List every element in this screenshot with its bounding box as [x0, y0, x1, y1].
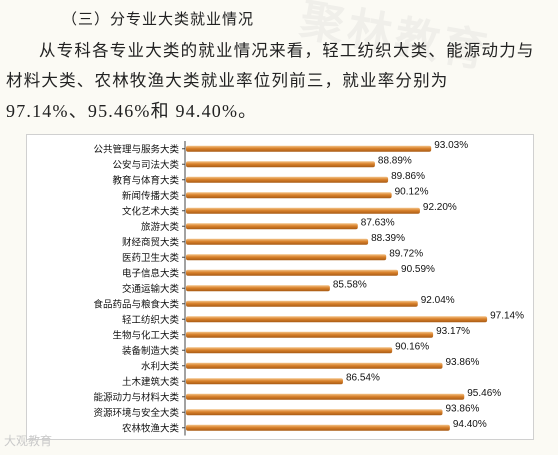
bar [186, 161, 375, 168]
bar [186, 269, 399, 276]
value-label: 87.63% [361, 217, 395, 228]
category-label: 能源动力与材料大类 [93, 391, 179, 403]
bar [186, 378, 343, 385]
category-label: 文化艺术大类 [122, 205, 180, 217]
value-label: 89.72% [389, 248, 423, 259]
bar [186, 362, 443, 369]
bar [186, 207, 420, 214]
value-label: 89.86% [391, 171, 425, 182]
value-label: 93.03% [434, 140, 468, 151]
bar [186, 254, 387, 261]
summary-numbers: 97.14%、95.46%和 94.40%。 [6, 101, 258, 121]
value-label: 97.14% [490, 310, 524, 321]
bar [186, 316, 488, 323]
category-label: 土木建筑大类 [122, 376, 180, 388]
value-label: 94.40% [453, 419, 487, 430]
value-label: 90.59% [401, 264, 435, 275]
bar [186, 424, 450, 431]
summary-paragraph: 从专科各专业大类的就业情况来看，轻工纺织大类、能源动力与材料大类、农林牧渔大类就… [6, 36, 550, 127]
category-label: 旅游大类 [141, 221, 180, 233]
category-label: 轻工纺织大类 [122, 314, 180, 326]
category-label: 农林牧渔大类 [122, 422, 180, 434]
value-label: 88.89% [378, 155, 412, 166]
value-label: 93.86% [445, 357, 479, 368]
category-label: 电子信息大类 [122, 267, 180, 279]
value-label: 90.12% [395, 186, 429, 197]
category-label: 医药卫生大类 [122, 252, 180, 264]
bar [186, 347, 393, 354]
bar [186, 300, 418, 307]
category-label: 公安与司法大类 [112, 159, 179, 171]
value-label: 93.17% [436, 326, 470, 337]
category-label: 公共管理与服务大类 [93, 143, 179, 155]
category-label: 资源环境与安全大类 [93, 407, 179, 419]
value-label: 90.16% [395, 341, 429, 352]
value-label: 86.54% [346, 372, 380, 383]
category-label: 装备制造大类 [122, 345, 180, 357]
bar [186, 176, 389, 183]
bar [186, 409, 443, 416]
bar [186, 145, 432, 152]
brand-logo: 大观教育 [4, 434, 53, 448]
section-heading: （三）分专业大类就业情况 [62, 10, 255, 28]
category-label: 财经商贸大类 [122, 236, 180, 248]
value-label: 88.39% [371, 233, 405, 244]
value-label: 93.86% [445, 403, 479, 414]
value-label: 85.58% [333, 279, 367, 290]
bar [186, 238, 369, 245]
category-label: 交通运输大类 [122, 283, 180, 295]
category-label: 新闻传播大类 [122, 190, 180, 202]
bar [186, 192, 392, 199]
value-label: 92.04% [421, 295, 455, 306]
bar [186, 393, 465, 400]
bar [186, 331, 434, 338]
bar-chart-svg: 公共管理与服务大类 93.03% 公安与司法大类 88.89% 教育与体育大类 89.86… [93, 140, 524, 436]
bar [186, 285, 330, 292]
bar [186, 223, 358, 230]
category-label: 食品药品与粮食大类 [93, 298, 179, 310]
category-label: 教育与体育大类 [112, 174, 179, 186]
summary-text: 从专科各专业大类的就业情况来看，轻工纺织大类、能源动力与材料大类、农林牧渔大类就… [6, 41, 535, 90]
value-label: 92.20% [423, 202, 457, 213]
category-label: 水利大类 [141, 360, 180, 372]
employment-rate-chart: 公共管理与服务大类 93.03% 公安与司法大类 88.89% 教育与体育大类 89.86… [26, 134, 534, 440]
value-label: 95.46% [467, 388, 501, 399]
category-label: 生物与化工大类 [112, 329, 179, 341]
